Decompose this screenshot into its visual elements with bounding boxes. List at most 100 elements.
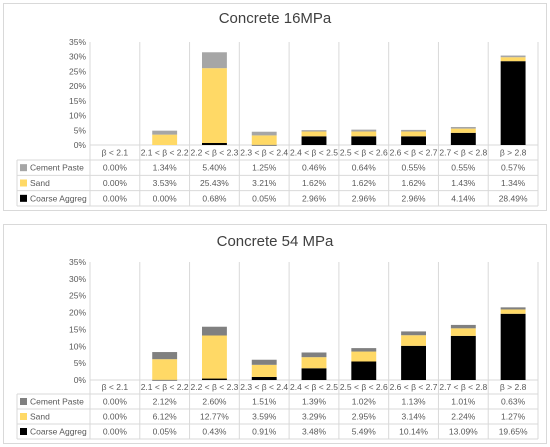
data-table-value: 25.43% — [200, 178, 229, 188]
bar-segment — [301, 130, 327, 132]
data-table-value: 3.14% — [402, 412, 427, 422]
legend-key — [20, 164, 27, 172]
bar-segment — [202, 68, 227, 143]
bar-segment — [251, 144, 277, 146]
legend-key — [20, 413, 27, 420]
bar-segment — [450, 335, 476, 380]
y-tick-label: 25% — [69, 291, 86, 301]
legend-key — [20, 194, 27, 202]
bar-segment — [301, 131, 327, 137]
bar-segment — [351, 361, 377, 380]
chart-title: Concrete 16MPa — [218, 10, 332, 27]
data-table-value: 1.62% — [302, 178, 327, 188]
bar-segment — [500, 57, 526, 62]
data-table-value: 0.00% — [103, 193, 128, 203]
y-tick-label: 30% — [69, 52, 86, 62]
chart-title: Concrete 54 MPa — [216, 233, 334, 250]
data-table-value: 1.51% — [252, 397, 277, 407]
data-table-value: 1.62% — [352, 178, 377, 188]
data-table-value: 2.96% — [402, 193, 427, 203]
bar-segment — [450, 128, 476, 133]
category-label: 2.6 < β < 2.7 — [390, 148, 438, 158]
data-table-value: 3.29% — [302, 412, 327, 422]
data-table-value: 3.59% — [252, 412, 277, 422]
legend-key — [20, 398, 27, 405]
data-table-value: 0.63% — [501, 397, 526, 407]
data-table-value: 1.25% — [252, 163, 277, 173]
bar-segment — [152, 352, 178, 360]
category-label: 2.5 < β < 2.6 — [340, 382, 388, 392]
bar-segment — [450, 126, 476, 129]
data-table-value: 4.14% — [451, 193, 476, 203]
bar-segment — [301, 368, 327, 380]
data-table-value: 1.34% — [153, 163, 178, 173]
series-name: Sand — [30, 412, 50, 422]
bar-segment — [401, 129, 426, 132]
y-tick-label: 5% — [74, 125, 87, 135]
bar-segment — [202, 326, 227, 336]
data-table-value: 1.27% — [501, 412, 526, 422]
data-table-value: 0.43% — [202, 427, 227, 437]
y-tick-label: 30% — [69, 274, 86, 284]
category-label: 2.7 < β < 2.8 — [439, 382, 487, 392]
data-table-value: 1.02% — [352, 397, 377, 407]
category-label: β < 2.1 — [102, 382, 129, 392]
chart-svg-16mpa: 0% 5% 10% 15% 20% 25% 30% 35% β < 2.1 2.1 < β < 2… — [16, 37, 539, 207]
series-name: Cement Paste — [30, 163, 84, 173]
data-table-value: 1.01% — [451, 397, 476, 407]
bar-segment — [202, 378, 227, 380]
bar-segment — [251, 131, 277, 136]
chart-panel-54mpa: Concrete 54 MPa 0% 5% 10% 15% 20% 25% 30% 35% β … — [3, 224, 547, 444]
y-tick-label: 15% — [69, 96, 86, 106]
bar-segment — [401, 335, 426, 346]
y-tick-label: 10% — [69, 341, 86, 351]
data-table-value: 2.24% — [451, 412, 476, 422]
data-table-value: 1.13% — [402, 397, 427, 407]
legend-key — [20, 179, 27, 187]
data-table-value: 2.12% — [153, 397, 178, 407]
bar-segment — [500, 309, 526, 314]
chart-svg-54mpa: 0% 5% 10% 15% 20% 25% 30% 35% β < 2.1 2.1 < β < 2… — [16, 257, 539, 440]
data-table-value: 19.65% — [499, 427, 528, 437]
data-table-value: 28.49% — [499, 193, 528, 203]
y-tick-label: 35% — [69, 257, 86, 267]
data-table-value: 3.21% — [252, 178, 277, 188]
data-table-value: 5.49% — [352, 427, 377, 437]
data-table-value: 10.14% — [399, 427, 428, 437]
category-label: 2.4 < β < 2.5 — [290, 382, 338, 392]
y-tick-label: 10% — [69, 111, 86, 121]
y-tick-label: 15% — [69, 324, 86, 334]
data-table-value: 6.12% — [153, 412, 178, 422]
bar-segment — [202, 52, 227, 69]
bar-segment — [152, 359, 178, 380]
category-label: 2.2 < β < 2.3 — [190, 382, 238, 392]
y-tick-label: 20% — [69, 308, 86, 318]
data-table-value: 3.48% — [302, 427, 327, 437]
bar-segment — [500, 61, 526, 145]
y-tick-label: 35% — [69, 37, 86, 47]
data-table-value: 2.60% — [202, 397, 227, 407]
bar-segment — [301, 136, 327, 145]
data-table-value: 0.05% — [252, 193, 277, 203]
y-tick-label: 0% — [74, 140, 87, 150]
data-table-value: 5.40% — [202, 163, 227, 173]
bar-segment — [351, 129, 377, 132]
category-label: 2.1 < β < 2.2 — [141, 148, 189, 158]
category-label: β > 2.8 — [500, 148, 527, 158]
bar-segment — [301, 352, 327, 358]
bar-segment — [401, 331, 426, 336]
bar-segment — [351, 348, 377, 352]
data-table-value: 3.53% — [153, 178, 178, 188]
bar-segment — [500, 307, 526, 310]
bar-segment — [152, 379, 178, 381]
category-label: 2.4 < β < 2.5 — [290, 148, 338, 158]
bar-segment — [401, 136, 426, 145]
data-table-value: 0.46% — [302, 163, 327, 173]
data-table-value: 1.43% — [451, 178, 476, 188]
data-table-value: 2.96% — [302, 193, 327, 203]
bar-segment — [251, 359, 277, 365]
bar-segment — [152, 130, 178, 135]
data-table-value: 0.05% — [153, 427, 178, 437]
bar-segment — [202, 335, 227, 379]
data-table-value: 0.00% — [153, 193, 178, 203]
